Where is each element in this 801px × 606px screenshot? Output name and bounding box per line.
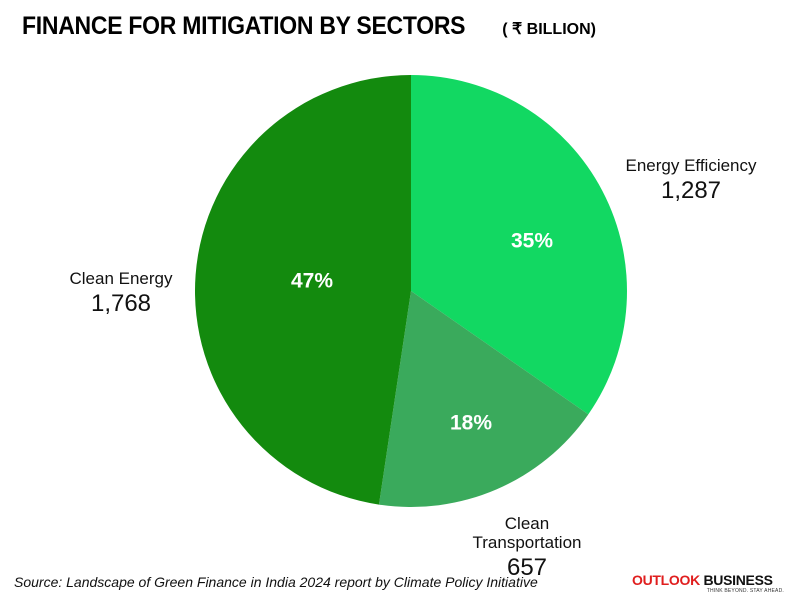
brand-logo: OUTLOOK BUSINESS THINK BEYOND. STAY AHEA… [632,572,784,594]
value-label: 657 [507,554,547,581]
chart-title: FINANCE FOR MITIGATION BY SECTORS ( ₹ BI… [22,12,596,41]
category-label: Energy Efficiency [625,156,757,175]
brand-name: OUTLOOK BUSINESS [632,572,784,588]
category-label: Clean [505,514,549,533]
percent-label: 35% [511,230,553,253]
pie-slice-energy-efficiency [411,75,627,415]
value-label: 1,768 [91,290,151,317]
brand-name-part1: OUTLOOK [632,572,700,588]
pie-slice-clean-transportation [378,291,589,508]
chart-title-text: FINANCE FOR MITIGATION BY SECTORS [22,12,466,40]
value-label: 1,287 [661,177,721,204]
percent-label: 47% [291,270,333,293]
percent-label: 18% [450,412,492,435]
chart-unit-label: ( ₹ BILLION) [502,21,596,38]
brand-name-part2: BUSINESS [703,572,773,588]
brand-tagline: THINK BEYOND. STAY AHEAD. [706,588,784,594]
source-note: Source: Landscape of Green Finance in In… [14,574,538,590]
category-label: Transportation [473,533,582,552]
pie-slice-clean-energy [194,75,411,505]
category-label: Clean Energy [69,269,173,288]
